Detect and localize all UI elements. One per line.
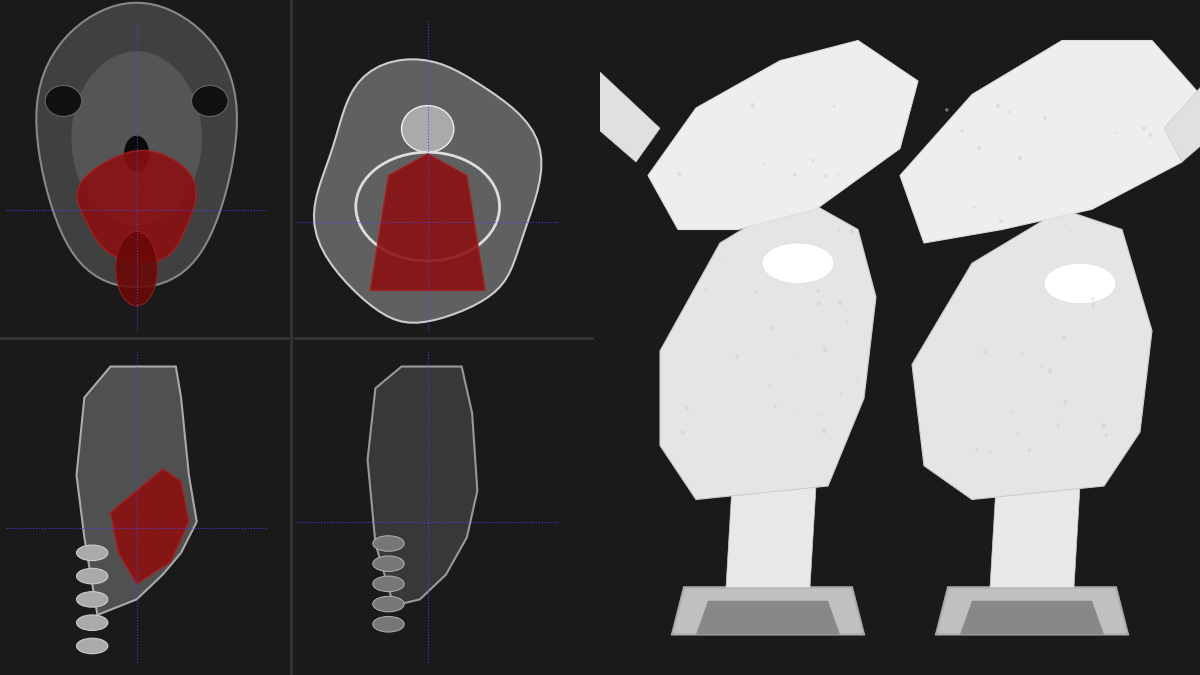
Ellipse shape — [1007, 111, 1010, 113]
Ellipse shape — [817, 289, 820, 293]
Ellipse shape — [996, 104, 1000, 108]
Ellipse shape — [1091, 303, 1094, 307]
Polygon shape — [660, 196, 876, 500]
Ellipse shape — [77, 639, 108, 653]
Ellipse shape — [850, 229, 854, 234]
Polygon shape — [110, 469, 188, 584]
Ellipse shape — [755, 290, 757, 293]
Ellipse shape — [704, 288, 707, 290]
Polygon shape — [900, 40, 1200, 243]
Ellipse shape — [1062, 335, 1066, 339]
Ellipse shape — [373, 616, 404, 632]
Ellipse shape — [762, 162, 764, 165]
Ellipse shape — [1105, 433, 1108, 437]
Polygon shape — [314, 59, 541, 323]
Ellipse shape — [823, 348, 827, 352]
Ellipse shape — [793, 173, 797, 177]
Ellipse shape — [822, 428, 827, 433]
Ellipse shape — [1018, 155, 1022, 160]
Ellipse shape — [983, 350, 986, 354]
Ellipse shape — [977, 145, 982, 150]
Polygon shape — [367, 367, 478, 605]
Ellipse shape — [1000, 219, 1003, 223]
Ellipse shape — [373, 576, 404, 591]
Polygon shape — [936, 587, 1128, 634]
Ellipse shape — [192, 86, 228, 117]
Ellipse shape — [685, 406, 689, 410]
Polygon shape — [71, 51, 202, 225]
Ellipse shape — [1142, 126, 1146, 131]
Ellipse shape — [824, 174, 828, 178]
Ellipse shape — [1048, 368, 1052, 373]
Ellipse shape — [770, 325, 775, 331]
Ellipse shape — [725, 259, 727, 261]
Polygon shape — [77, 151, 196, 263]
Ellipse shape — [1148, 132, 1152, 137]
Ellipse shape — [857, 378, 858, 380]
Polygon shape — [36, 3, 236, 288]
Ellipse shape — [1044, 263, 1116, 304]
Ellipse shape — [750, 103, 755, 108]
Ellipse shape — [836, 173, 839, 175]
Ellipse shape — [768, 384, 772, 387]
Ellipse shape — [680, 430, 685, 435]
Ellipse shape — [1040, 365, 1043, 368]
Polygon shape — [672, 587, 864, 634]
Ellipse shape — [976, 448, 978, 451]
Ellipse shape — [811, 159, 815, 162]
Ellipse shape — [961, 129, 964, 132]
Ellipse shape — [124, 135, 150, 172]
Ellipse shape — [840, 392, 844, 396]
Ellipse shape — [773, 404, 776, 408]
Ellipse shape — [1016, 432, 1019, 435]
Ellipse shape — [373, 596, 404, 612]
Ellipse shape — [820, 412, 822, 415]
Ellipse shape — [1063, 223, 1066, 225]
Polygon shape — [558, 61, 660, 162]
Ellipse shape — [402, 105, 454, 153]
Ellipse shape — [762, 243, 834, 284]
Ellipse shape — [846, 321, 848, 323]
Ellipse shape — [77, 591, 108, 608]
Polygon shape — [648, 40, 918, 230]
Ellipse shape — [1102, 423, 1105, 429]
Polygon shape — [726, 486, 816, 587]
Ellipse shape — [1043, 115, 1046, 119]
Ellipse shape — [797, 412, 798, 415]
Ellipse shape — [1091, 298, 1094, 300]
Ellipse shape — [736, 354, 739, 359]
Ellipse shape — [1020, 352, 1024, 356]
Ellipse shape — [836, 228, 840, 232]
Ellipse shape — [1027, 448, 1031, 452]
Polygon shape — [696, 601, 840, 634]
Polygon shape — [1164, 61, 1200, 162]
Ellipse shape — [1115, 132, 1117, 134]
Ellipse shape — [77, 568, 108, 584]
Ellipse shape — [816, 301, 821, 306]
Ellipse shape — [77, 545, 108, 560]
Ellipse shape — [1056, 423, 1061, 427]
Polygon shape — [77, 367, 197, 615]
Ellipse shape — [77, 615, 108, 630]
Ellipse shape — [833, 105, 835, 108]
Ellipse shape — [946, 108, 948, 111]
Ellipse shape — [1063, 400, 1068, 405]
Ellipse shape — [1010, 411, 1013, 413]
Polygon shape — [115, 232, 157, 306]
Polygon shape — [370, 154, 485, 290]
Polygon shape — [912, 209, 1152, 500]
Ellipse shape — [989, 450, 992, 454]
Polygon shape — [960, 601, 1104, 634]
Ellipse shape — [678, 171, 682, 176]
Ellipse shape — [373, 556, 404, 572]
Ellipse shape — [373, 536, 404, 551]
Ellipse shape — [972, 205, 976, 209]
Ellipse shape — [839, 300, 842, 305]
Ellipse shape — [794, 352, 797, 354]
Ellipse shape — [1050, 302, 1052, 304]
Ellipse shape — [46, 86, 82, 117]
Polygon shape — [990, 486, 1080, 587]
